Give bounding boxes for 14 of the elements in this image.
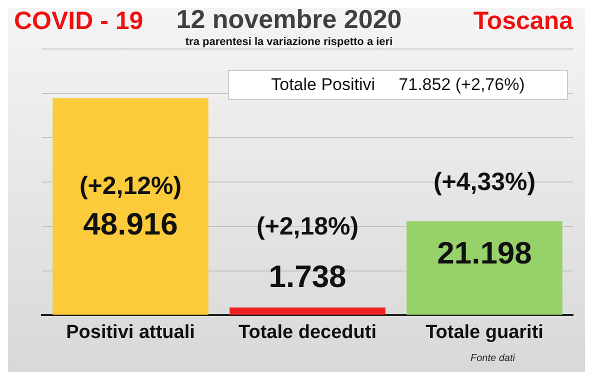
source-note: Fonte dati (470, 352, 516, 364)
x-tick-label: Positivi attuali (66, 322, 195, 343)
annotation: (+4,33%) (433, 168, 536, 196)
chart-title: 12 novembre 2020 (176, 4, 402, 34)
data-label: 48.916 (83, 206, 178, 242)
data-label: 21.198 (437, 236, 532, 271)
data-label: 1.738 (268, 259, 346, 294)
x-tick-label: Totale deceduti (238, 322, 376, 343)
text: COVID - 19 (14, 6, 144, 35)
annotation: (+2,12%) (79, 172, 182, 200)
x-tick-label: Totale guariti (426, 322, 544, 343)
text: Toscana (473, 6, 574, 35)
chart-subtitle: tra parentesi la variazione rispetto a ieri (185, 36, 393, 48)
annotation: (+2,18%) (256, 212, 359, 240)
